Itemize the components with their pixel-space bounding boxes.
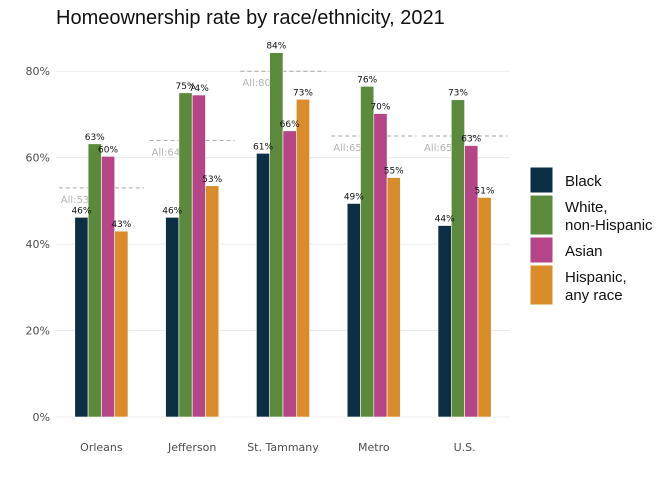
y-tick-label: 20% [26,325,50,338]
legend-label-line: White, [565,199,608,216]
data-label: 74% [189,84,209,94]
x-tick-label: St. Tammany [247,441,319,454]
average-label: All:53% [61,195,99,206]
legend-label-line: non-Hispanic [565,217,653,234]
x-tick-label: Orleans [80,441,123,454]
bar [437,225,452,418]
data-label: 60% [98,145,118,155]
legend-label: White, non-Hispanic [565,199,653,234]
legend-swatch [529,236,554,264]
x-tick-label: U.S. [454,441,476,454]
bar [205,185,220,418]
data-label: 63% [85,133,105,143]
legend-label: Black [565,173,602,190]
bar [165,217,180,418]
legend-label: Asian [565,243,603,260]
average-label: All:65% [424,143,462,154]
bar [386,177,401,418]
bar [178,92,193,418]
bar [191,94,206,418]
bar [477,197,492,418]
bar [269,52,284,418]
data-label: 63% [461,135,481,145]
bar [295,99,310,418]
bar-layer [74,52,492,418]
data-label: 53% [202,175,222,185]
legend: Black White, non-Hispanic Asian Hispanic, any… [529,166,653,306]
data-label: 43% [111,220,131,230]
data-label: 51% [475,186,495,196]
data-label: 49% [344,192,364,202]
data-label: 73% [293,88,313,98]
legend-label-line: Black [565,173,602,190]
bar [360,86,375,418]
bar [114,230,129,418]
bar [282,130,297,418]
y-tick-label: 40% [26,238,50,251]
average-label: All:65% [333,143,371,154]
y-tick-label: 0% [33,411,50,424]
x-tick-label: Metro [358,441,390,454]
data-label: 73% [448,89,468,99]
legend-label-line: any race [565,287,623,304]
legend-swatch [529,194,554,236]
bar [256,153,270,418]
legend-swatch [529,166,554,194]
data-label: 46% [71,206,91,216]
legend-label: Hispanic, any race [565,269,627,304]
data-label: 66% [280,120,300,130]
average-label: All:64% [152,147,190,158]
data-label: 70% [370,103,390,113]
legend-label-line: Hispanic, [565,269,627,286]
legend-swatch [529,264,554,306]
legend-label-line: Asian [565,243,603,260]
bar [346,203,361,418]
bar [87,143,102,418]
y-tick-label: 80% [26,65,50,78]
chart-title: Homeownership rate by race/ethnicity, 20… [56,7,445,29]
bar [450,99,465,418]
bar [74,217,89,418]
data-label-layer: 46% 63% 60% 43% 46% 75%74% 53% 61% 84% 66% 73% 49% 7… [71,42,495,231]
data-label: 76% [357,75,377,85]
data-label: 46% [162,206,182,216]
bar [101,156,116,418]
average-label: All:80% [242,78,280,89]
x-tick-label: Jefferson [167,441,216,454]
data-label: 44% [435,215,455,225]
axis-label-layer: 0% 20% 40% 60% 80% Orleans Jefferson St. Tamman… [26,65,476,454]
data-label: 55% [384,167,404,177]
data-label: 61% [253,142,273,152]
bar [373,113,388,418]
data-label: 84% [266,42,286,52]
data-label: 75% [176,82,196,92]
y-tick-label: 60% [26,152,50,165]
